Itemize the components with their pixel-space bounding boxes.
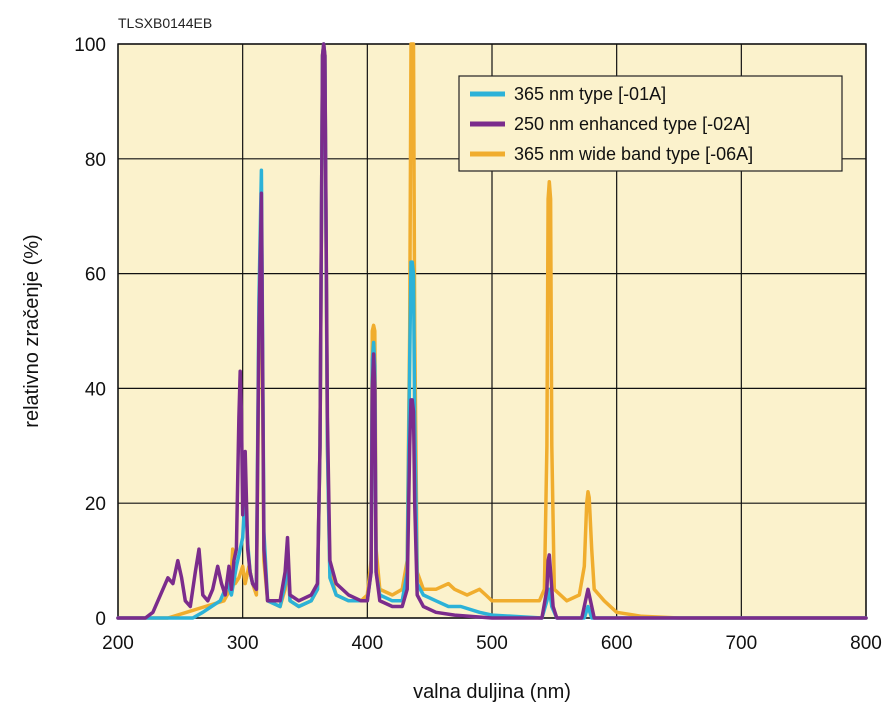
legend-box — [458, 75, 843, 172]
x-tick-label: 500 — [476, 633, 508, 654]
y-tick-labels: 0 20 40 60 80 100 — [74, 35, 106, 630]
x-tick-label: 200 — [102, 633, 134, 654]
x-tick-label: 800 — [850, 633, 882, 654]
y-tick-label: 100 — [74, 35, 106, 56]
y-tick-label: 80 — [85, 150, 106, 171]
legend-label-02a: 250 nm enhanced type [-02A] — [514, 114, 750, 134]
y-axis-title: relativno zračenje (%) — [21, 234, 43, 427]
x-axis-title: valna duljina (nm) — [413, 681, 571, 703]
x-tick-label: 300 — [227, 633, 259, 654]
x-tick-label: 600 — [601, 633, 633, 654]
y-tick-label: 20 — [85, 494, 106, 515]
x-tick-labels: 200 300 400 500 600 700 800 — [102, 633, 882, 654]
y-tick-label: 0 — [95, 609, 106, 630]
legend-label-01a: 365 nm type [-01A] — [514, 84, 666, 104]
x-tick-label: 400 — [351, 633, 383, 654]
series-layer — [116, 42, 868, 620]
legend-label-06a: 365 nm wide band type [-06A] — [514, 144, 753, 164]
series-line-250-nm-enhanced-type-02a — [116, 42, 868, 620]
y-tick-label: 60 — [85, 265, 106, 286]
y-tick-label: 40 — [85, 379, 106, 400]
figure-id: TLSXB0144EB — [118, 15, 212, 31]
x-tick-label: 700 — [725, 633, 757, 654]
legend: 365 nm type [-01A] 250 nm enhanced type … — [458, 75, 843, 172]
